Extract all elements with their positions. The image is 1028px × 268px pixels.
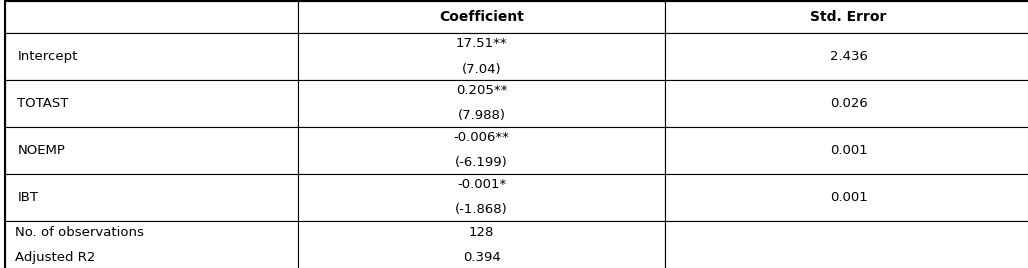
Bar bbox=[5, 221, 298, 268]
Text: Std. Error: Std. Error bbox=[810, 10, 887, 24]
Bar bbox=[5, 174, 298, 221]
Bar bbox=[298, 1, 665, 33]
Text: 0.001: 0.001 bbox=[830, 144, 868, 157]
Text: 0.026: 0.026 bbox=[830, 97, 868, 110]
Text: (-1.868): (-1.868) bbox=[455, 203, 508, 216]
Text: Intercept: Intercept bbox=[17, 50, 78, 63]
Text: (-6.199): (-6.199) bbox=[455, 156, 508, 169]
Text: No. of observations: No. of observations bbox=[15, 226, 144, 239]
Bar bbox=[298, 174, 665, 221]
Text: -0.006**: -0.006** bbox=[453, 131, 510, 144]
Bar bbox=[665, 174, 1028, 221]
Bar bbox=[5, 80, 298, 127]
Text: 128: 128 bbox=[469, 226, 494, 239]
Bar bbox=[665, 33, 1028, 80]
Text: Coefficient: Coefficient bbox=[439, 10, 524, 24]
Bar bbox=[5, 1, 298, 33]
Text: Adjusted R2: Adjusted R2 bbox=[15, 251, 96, 264]
Bar bbox=[665, 1, 1028, 33]
Text: TOTAST: TOTAST bbox=[17, 97, 69, 110]
Bar bbox=[5, 127, 298, 174]
Bar bbox=[298, 80, 665, 127]
Bar bbox=[298, 33, 665, 80]
Text: (7.04): (7.04) bbox=[462, 62, 502, 76]
Text: 17.51**: 17.51** bbox=[455, 37, 508, 50]
Text: 0.001: 0.001 bbox=[830, 191, 868, 204]
Text: 0.205**: 0.205** bbox=[456, 84, 507, 97]
Text: (7.988): (7.988) bbox=[457, 109, 506, 122]
Text: -0.001*: -0.001* bbox=[457, 178, 506, 191]
Text: IBT: IBT bbox=[17, 191, 38, 204]
Bar bbox=[665, 221, 1028, 268]
Bar bbox=[298, 221, 665, 268]
Bar bbox=[665, 127, 1028, 174]
Text: 2.436: 2.436 bbox=[830, 50, 868, 63]
Bar bbox=[5, 33, 298, 80]
Text: NOEMP: NOEMP bbox=[17, 144, 66, 157]
Bar bbox=[665, 80, 1028, 127]
Bar bbox=[298, 127, 665, 174]
Text: 0.394: 0.394 bbox=[463, 251, 501, 264]
